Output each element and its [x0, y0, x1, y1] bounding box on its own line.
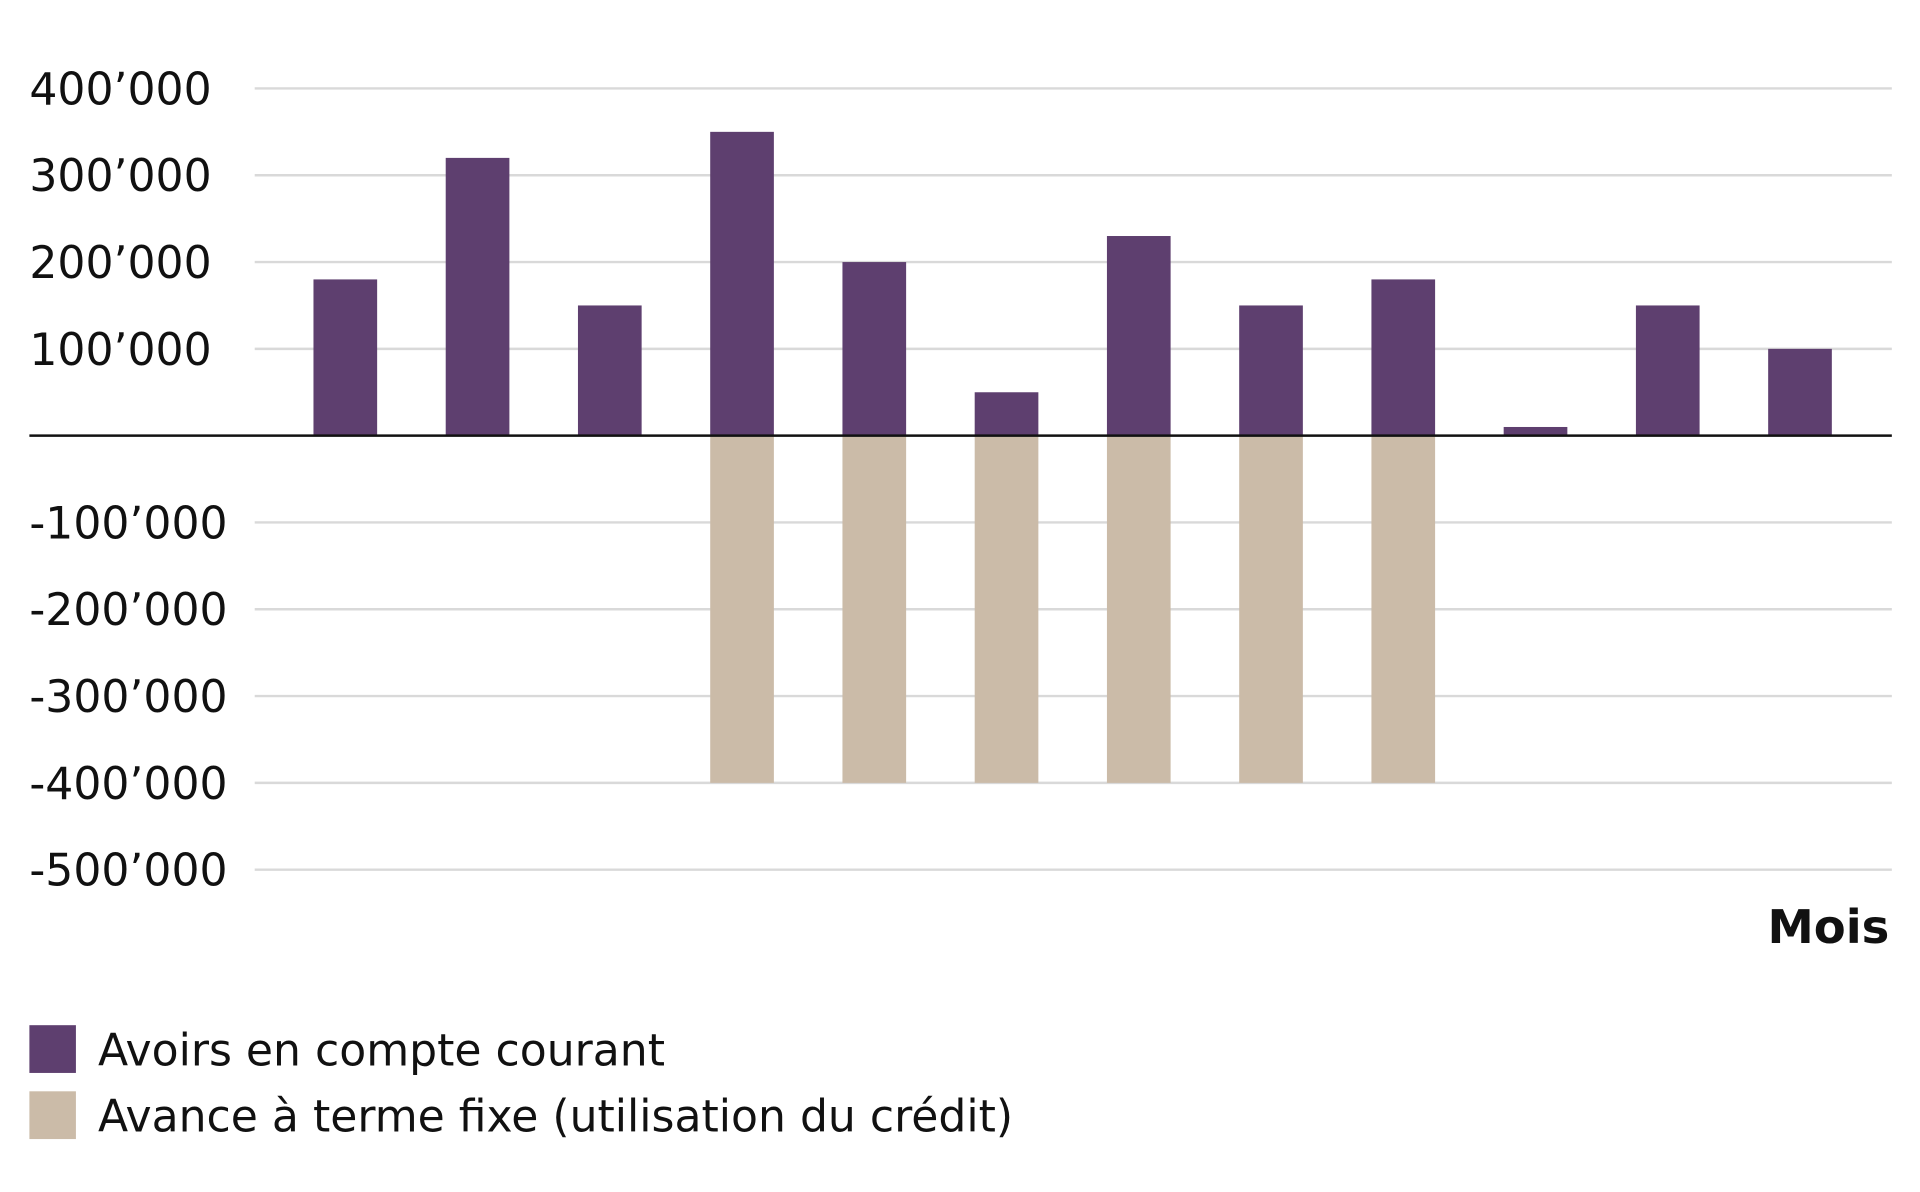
- y-tick-label: -100’000: [29, 498, 227, 549]
- bar-avoirs-8: [1239, 305, 1303, 436]
- bar-avoirs-11: [1635, 305, 1700, 436]
- bar-avance-9: [1371, 435, 1436, 783]
- y-tick-label: -200’000: [29, 585, 227, 636]
- bar-avoirs-1: [313, 279, 378, 436]
- y-tick-label: 100’000: [29, 325, 211, 376]
- gridlines: [254, 87, 1892, 871]
- bar-avoirs-4: [710, 131, 774, 436]
- y-tick-label: -300’000: [29, 672, 227, 723]
- bar-avoirs-6: [974, 392, 1039, 436]
- bar-avoirs-3: [577, 305, 642, 436]
- bar-avance-7: [1106, 435, 1171, 783]
- bar-avoirs-2: [445, 157, 510, 436]
- bar-avoirs-12: [1768, 348, 1832, 436]
- legend-label-avoirs: Avoirs en compte courant: [98, 1026, 665, 1077]
- y-tick-label: 200’000: [29, 238, 211, 289]
- bar-avance-6: [974, 435, 1039, 783]
- bars: [313, 131, 1832, 783]
- bar-avoirs-7: [1106, 236, 1171, 436]
- legend: Avoirs en compte courant Avance à terme …: [29, 1025, 1013, 1143]
- y-tick-label: -500’000: [29, 846, 227, 897]
- legend-swatch-avoirs: [29, 1025, 76, 1073]
- bar-avance-8: [1239, 435, 1303, 783]
- y-tick-label: 400’000: [29, 64, 211, 115]
- bar-avance-4: [710, 435, 774, 783]
- bar-avoirs-10: [1503, 426, 1568, 436]
- bar-avance-5: [842, 435, 907, 783]
- bar-avoirs-9: [1371, 279, 1436, 436]
- y-tick-label: 300’000: [29, 151, 211, 202]
- y-tick-label: -400’000: [29, 759, 227, 810]
- legend-label-avance: Avance à terme fixe (utilisation du créd…: [98, 1092, 1013, 1143]
- y-axis-ticks: 400’000 300’000 200’000 100’000 -100’000 -200…: [29, 64, 227, 896]
- bar-avoirs-5: [842, 262, 907, 436]
- x-axis-label: Mois: [1767, 900, 1889, 954]
- legend-swatch-avance: [29, 1091, 76, 1140]
